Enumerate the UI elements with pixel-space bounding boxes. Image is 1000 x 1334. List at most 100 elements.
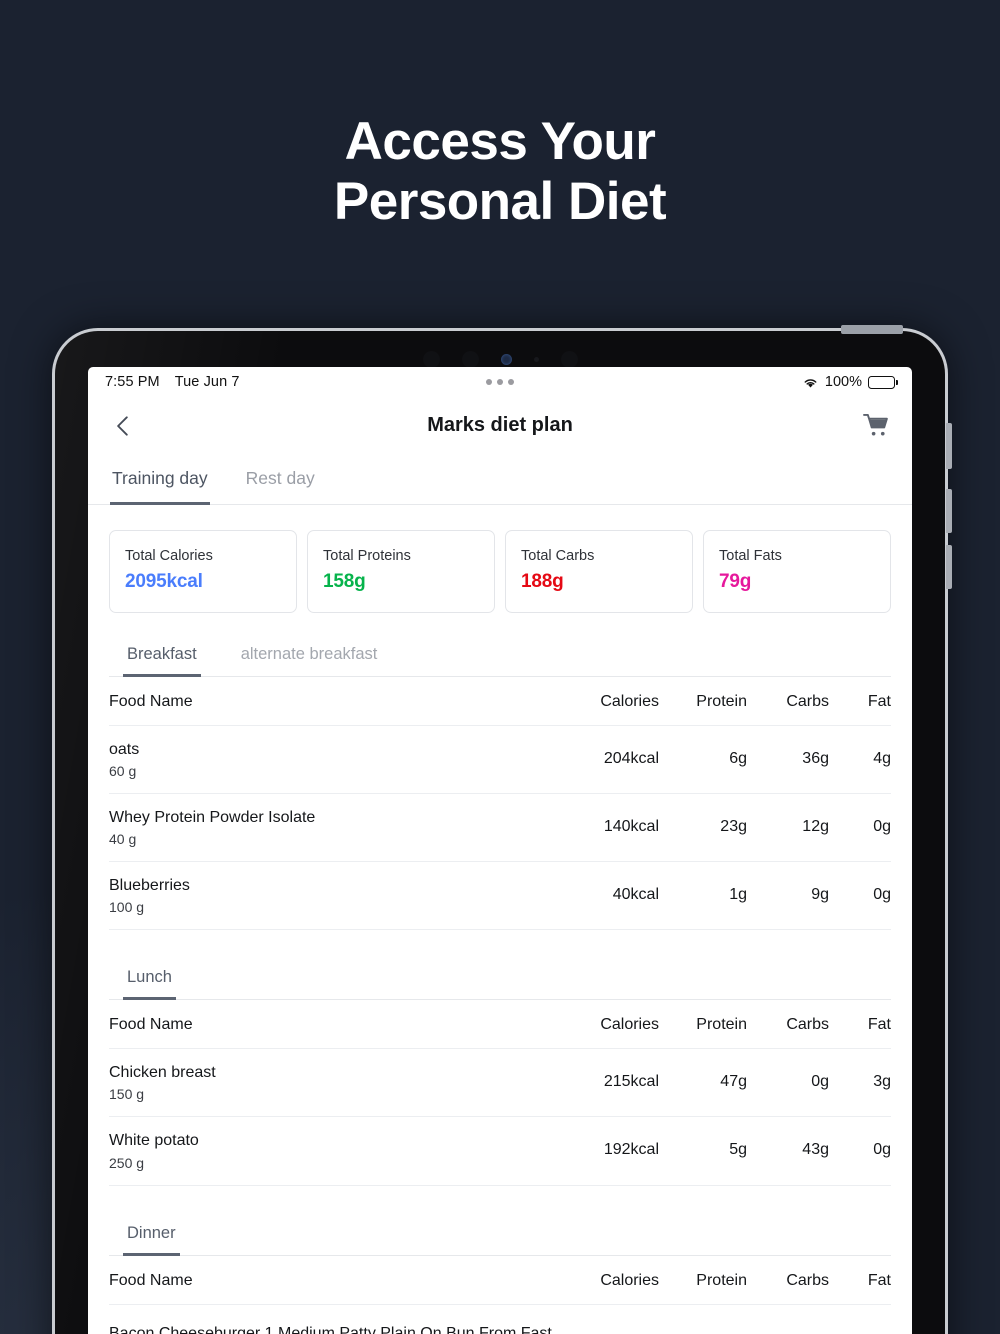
calories-cell: 192kcal <box>603 1141 659 1159</box>
meal-section-spacer <box>88 1186 912 1214</box>
column-header-calories: Calories <box>600 1016 659 1034</box>
calories-cell: 140kcal <box>603 818 659 836</box>
food-name: Blueberries <box>109 877 190 895</box>
table-row[interactable]: Whey Protein Powder Isolate 40 g 140kcal 23… <box>109 794 891 863</box>
column-header-fat: Fat <box>867 693 891 710</box>
column-header-carbs: Carbs <box>786 1016 829 1034</box>
wifi-icon <box>804 378 817 388</box>
food-quantity: 60 g <box>109 763 137 780</box>
page-title: Marks diet plan <box>427 414 573 436</box>
meal-tab-alternate-breakfast[interactable]: alternate breakfast <box>240 645 378 663</box>
carbs-cell: 12g <box>802 818 829 836</box>
status-bar-right: 100% <box>802 374 898 390</box>
device-power-button[interactable] <box>946 423 952 469</box>
battery-icon <box>868 375 898 389</box>
headline-line-1: Access Your <box>344 112 656 171</box>
protein-cell: 1g <box>729 886 747 904</box>
ambient-light-sensor-icon <box>461 350 479 368</box>
meal-section: Dinner Food Name Calories Protein Carbs Fat Ba… <box>88 1214 912 1334</box>
food-quantity: 250 g <box>109 1154 145 1171</box>
macro-label: Total Calories <box>125 548 213 564</box>
day-tab-bar: Training day Rest day <box>88 454 912 505</box>
table-header-row: Food Name Calories Protein Carbs Fat <box>109 677 891 726</box>
table-row[interactable]: Bacon Cheeseburger 1 Medium Patty Plain … <box>109 1305 891 1334</box>
device-volume-up-button[interactable] <box>946 489 952 533</box>
table-row[interactable]: Blueberries 100 g 40kcal 1g 9g 0g <box>109 862 891 931</box>
column-header-food-name: Food Name <box>109 693 193 710</box>
meal-section-spacer <box>88 930 912 958</box>
protein-cell: 23g <box>720 818 747 836</box>
meal-tab-bar: Lunch <box>109 958 891 1001</box>
carbs-cell: 9g <box>811 886 829 904</box>
protein-cell: 5g <box>729 1141 747 1159</box>
fat-cell: 0g <box>873 886 891 904</box>
app-header: Marks diet plan <box>88 397 912 454</box>
column-header-protein: Protein <box>696 1271 747 1289</box>
food-name-cell: Bacon Cheeseburger 1 Medium Patty Plain … <box>109 1323 555 1334</box>
macro-value: 2095kcal <box>125 571 203 592</box>
macro-card-carbs: Total Carbs 188g <box>505 530 693 613</box>
column-header-food-name: Food Name <box>109 1271 193 1289</box>
tab-training-day[interactable]: Training day <box>110 454 210 505</box>
meal-tab-lunch[interactable]: Lunch <box>123 958 176 1001</box>
face-id-sensor-icon <box>560 350 578 368</box>
table-header-row: Food Name Calories Protein Carbs Fat <box>109 1000 891 1050</box>
microphone-icon <box>533 356 539 362</box>
chevron-left-icon[interactable] <box>110 413 136 439</box>
device-volume-down-button[interactable] <box>946 545 952 589</box>
status-time: 7:55 PM <box>105 374 160 390</box>
meal-tab-dinner[interactable]: Dinner <box>123 1214 180 1256</box>
macro-label: Total Fats <box>719 548 782 564</box>
multitasking-dot <box>497 379 503 385</box>
food-quantity: 40 g <box>109 831 137 848</box>
macro-label: Total Proteins <box>323 548 411 564</box>
protein-cell: 6g <box>729 750 747 768</box>
food-name-cell: Chicken breast 150 g <box>109 1062 555 1102</box>
column-header-carbs: Carbs <box>786 1271 829 1289</box>
food-name-cell: White potato 250 g <box>109 1130 555 1170</box>
column-header-protein: Protein <box>696 693 747 710</box>
food-name: Bacon Cheeseburger 1 Medium Patty Plain … <box>109 1325 552 1334</box>
meal-tab-breakfast[interactable]: Breakfast <box>123 635 201 677</box>
status-bar-left: 7:55 PM Tue Jun 7 <box>105 374 240 390</box>
calories-cell: 215kcal <box>603 1073 659 1091</box>
macro-value: 79g <box>719 571 752 592</box>
macro-label: Total Carbs <box>521 548 595 564</box>
carbs-cell: 0g <box>811 1073 829 1091</box>
food-quantity: 150 g <box>109 1086 145 1103</box>
food-name: Whey Protein Powder Isolate <box>109 809 316 827</box>
food-quantity: 100 g <box>109 899 145 916</box>
proximity-sensor-icon <box>422 350 440 368</box>
status-date: Tue Jun 7 <box>174 374 240 390</box>
status-bar: 7:55 PM Tue Jun 7 100% <box>88 367 912 397</box>
fat-cell: 3g <box>873 1073 891 1091</box>
macro-value: 188g <box>521 571 564 592</box>
table-row[interactable]: Chicken breast 150 g 215kcal 47g 0g 3g <box>109 1049 891 1118</box>
front-sensor-cluster <box>55 344 945 374</box>
fat-cell: 0g <box>873 818 891 836</box>
food-name-cell: Whey Protein Powder Isolate 40 g <box>109 807 555 847</box>
macro-value: 158g <box>323 571 366 592</box>
tab-rest-day[interactable]: Rest day <box>245 468 315 488</box>
column-header-calories: Calories <box>600 1271 659 1289</box>
calories-cell: 204kcal <box>603 750 659 768</box>
table-row[interactable]: White potato 250 g 192kcal 5g 43g 0g <box>109 1117 891 1186</box>
protein-cell: 47g <box>720 1073 747 1091</box>
food-name: oats <box>109 741 140 758</box>
promo-headline: Access Your Personal Diet <box>0 112 1000 233</box>
column-header-calories: Calories <box>600 693 659 710</box>
fat-cell: 4g <box>873 750 891 768</box>
column-header-fat: Fat <box>867 1271 891 1289</box>
macro-card-proteins: Total Proteins 158g <box>307 530 495 613</box>
food-name-cell: oats 60 g <box>109 739 555 779</box>
column-header-carbs: Carbs <box>786 693 829 710</box>
headline-line-2: Personal Diet <box>333 172 667 232</box>
macro-card-calories: Total Calories 2095kcal <box>109 530 297 613</box>
table-row[interactable]: oats 60 g 204kcal 6g 36g 4g <box>109 726 891 795</box>
cart-button[interactable] <box>863 413 890 438</box>
front-camera-icon <box>500 353 512 365</box>
multitasking-dot <box>486 379 492 385</box>
meal-tab-bar: Dinner <box>109 1214 891 1256</box>
multitasking-dot <box>508 379 514 385</box>
